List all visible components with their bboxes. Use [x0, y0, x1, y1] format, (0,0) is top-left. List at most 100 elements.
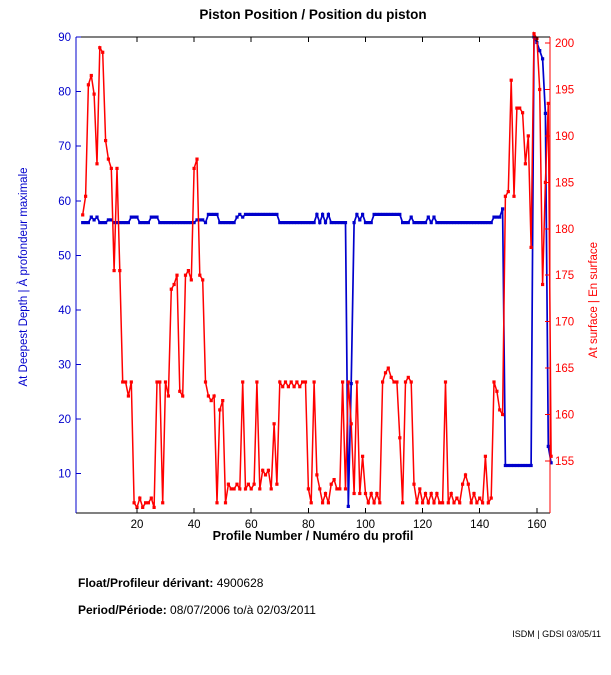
piston-position-at-deepest-depth-marker: [463, 221, 468, 225]
piston-position-at-surface-marker: [529, 245, 533, 249]
piston-position-at-surface-marker: [178, 389, 182, 393]
piston-position-at-deepest-depth-marker: [355, 212, 359, 216]
y-right-tick-label: 170: [555, 317, 574, 329]
piston-position-at-surface-marker: [495, 389, 499, 393]
piston-position-at-deepest-depth-marker: [235, 215, 239, 219]
x-tick-label: 100: [356, 519, 375, 531]
piston-position-at-surface-marker: [289, 380, 293, 384]
piston-position-at-surface-marker: [303, 380, 308, 384]
piston-position-at-surface-marker: [549, 454, 553, 458]
piston-position-at-deepest-depth-marker: [186, 221, 190, 225]
piston-position-at-deepest-depth-marker: [95, 215, 99, 219]
piston-position-at-surface-marker: [241, 380, 245, 384]
piston-position-at-surface-marker: [363, 491, 368, 496]
piston-position-at-surface-marker: [312, 380, 316, 384]
float-label: Float/Profileur dérivant:: [78, 576, 214, 590]
piston-position-at-surface-marker: [298, 385, 302, 389]
piston-position-at-deepest-depth-marker: [409, 215, 413, 219]
piston-position-at-deepest-depth-marker: [338, 221, 342, 225]
piston-position-at-surface-marker: [149, 496, 153, 500]
piston-position-at-surface-marker: [95, 162, 99, 166]
piston-position-at-surface-marker: [366, 501, 370, 505]
piston-position-at-surface-marker: [532, 32, 536, 36]
piston-position-at-deepest-depth-marker: [104, 221, 108, 225]
piston-position-at-surface-marker: [183, 273, 188, 277]
piston-position-at-deepest-depth-marker: [541, 57, 545, 61]
piston-position-at-deepest-depth-marker: [241, 215, 245, 219]
piston-position-at-surface-marker: [463, 473, 468, 477]
piston-position-at-deepest-depth-marker: [335, 221, 339, 225]
piston-position-at-surface-marker: [332, 478, 336, 482]
piston-position-at-deepest-depth-marker: [152, 215, 156, 219]
piston-position-at-deepest-depth-marker: [86, 221, 90, 225]
piston-position-at-deepest-depth-marker: [112, 221, 116, 225]
piston-position-at-surface-marker: [138, 496, 142, 500]
piston-position-at-deepest-depth-marker: [203, 221, 208, 225]
piston-position-at-deepest-depth-marker: [358, 218, 362, 222]
piston-position-at-deepest-depth-marker: [443, 221, 448, 225]
piston-position-at-surface-marker: [355, 380, 359, 384]
piston-position-at-surface-marker: [238, 487, 242, 491]
piston-position-at-surface-marker: [521, 111, 525, 115]
piston-position-at-surface-marker: [189, 278, 193, 282]
piston-position-at-deepest-depth-marker: [283, 221, 288, 225]
piston-position-at-surface-marker: [392, 380, 396, 384]
piston-position-at-deepest-depth-marker: [281, 221, 285, 225]
piston-position-at-surface-marker: [101, 50, 105, 54]
period-value: 08/07/2006 to/à 02/03/2011: [170, 603, 316, 617]
piston-position-at-deepest-depth-marker: [412, 221, 416, 225]
piston-position-at-deepest-depth-marker: [521, 463, 525, 468]
piston-position-at-surface-marker: [104, 139, 108, 143]
piston-position-at-surface-marker: [475, 501, 479, 505]
piston-position-at-surface-marker: [512, 194, 516, 198]
piston-position-at-deepest-depth-marker: [126, 221, 130, 225]
piston-position-at-deepest-depth-marker: [189, 221, 193, 225]
piston-position-at-deepest-depth-marker: [101, 221, 105, 225]
piston-position-at-surface-marker: [192, 166, 196, 170]
y-right-tick-label: 155: [555, 456, 574, 468]
piston-position-at-surface-marker: [478, 496, 482, 500]
piston-position-at-deepest-depth-marker: [238, 212, 242, 216]
piston-position-at-deepest-depth-marker: [175, 221, 179, 225]
piston-position-at-deepest-depth-marker: [92, 218, 96, 222]
piston-position-at-deepest-depth-marker: [243, 212, 248, 216]
y-left-tick-label: 50: [58, 250, 71, 262]
piston-position-at-surface-marker: [506, 190, 510, 194]
x-tick-label: 20: [131, 519, 144, 531]
x-tick-label: 160: [527, 519, 546, 531]
piston-position-at-deepest-depth-marker: [492, 215, 496, 219]
piston-position-at-deepest-depth-marker: [252, 212, 256, 216]
piston-position-at-deepest-depth-marker: [375, 212, 379, 216]
piston-position-at-surface-marker: [263, 473, 268, 477]
y-right-tick-label: 175: [555, 270, 574, 282]
piston-position-at-surface-marker: [89, 73, 93, 78]
y-left-tick-label: 70: [58, 141, 71, 153]
piston-position-at-deepest-depth-marker: [423, 221, 428, 225]
piston-position-at-deepest-depth-marker: [212, 212, 216, 216]
piston-position-at-surface-marker: [526, 134, 530, 138]
piston-position-at-deepest-depth-marker: [109, 218, 113, 222]
piston-position-at-deepest-depth-marker: [183, 221, 188, 225]
piston-position-at-surface-marker: [406, 375, 410, 379]
piston-position-at-deepest-depth-marker: [352, 221, 356, 225]
piston-position-at-deepest-depth-marker: [486, 221, 490, 225]
piston-position-at-surface-marker: [166, 394, 170, 398]
piston-position-at-surface-marker: [343, 487, 348, 491]
piston-position-at-deepest-depth-marker: [115, 221, 119, 225]
y-left-tick-label: 20: [58, 414, 71, 426]
x-tick-label: 120: [413, 519, 432, 531]
piston-position-at-deepest-depth-marker: [329, 221, 333, 225]
piston-position-at-surface-marker: [261, 468, 265, 472]
piston-position-at-surface-marker: [401, 501, 405, 505]
piston-position-at-surface-marker: [389, 375, 393, 379]
piston-position-at-surface-marker: [398, 436, 402, 440]
piston-position-at-deepest-depth-line: [82, 36, 552, 507]
piston-position-at-deepest-depth-marker: [429, 221, 433, 225]
chart-title: Piston Position / Position du piston: [199, 7, 427, 22]
piston-position-at-deepest-depth-marker: [192, 221, 196, 225]
piston-position-at-surface-marker: [155, 380, 159, 384]
piston-position-at-surface-marker: [169, 287, 173, 291]
x-tick-label: 80: [302, 519, 315, 531]
piston-position-at-surface-marker: [541, 282, 545, 287]
piston-position-at-surface-marker: [498, 408, 502, 412]
